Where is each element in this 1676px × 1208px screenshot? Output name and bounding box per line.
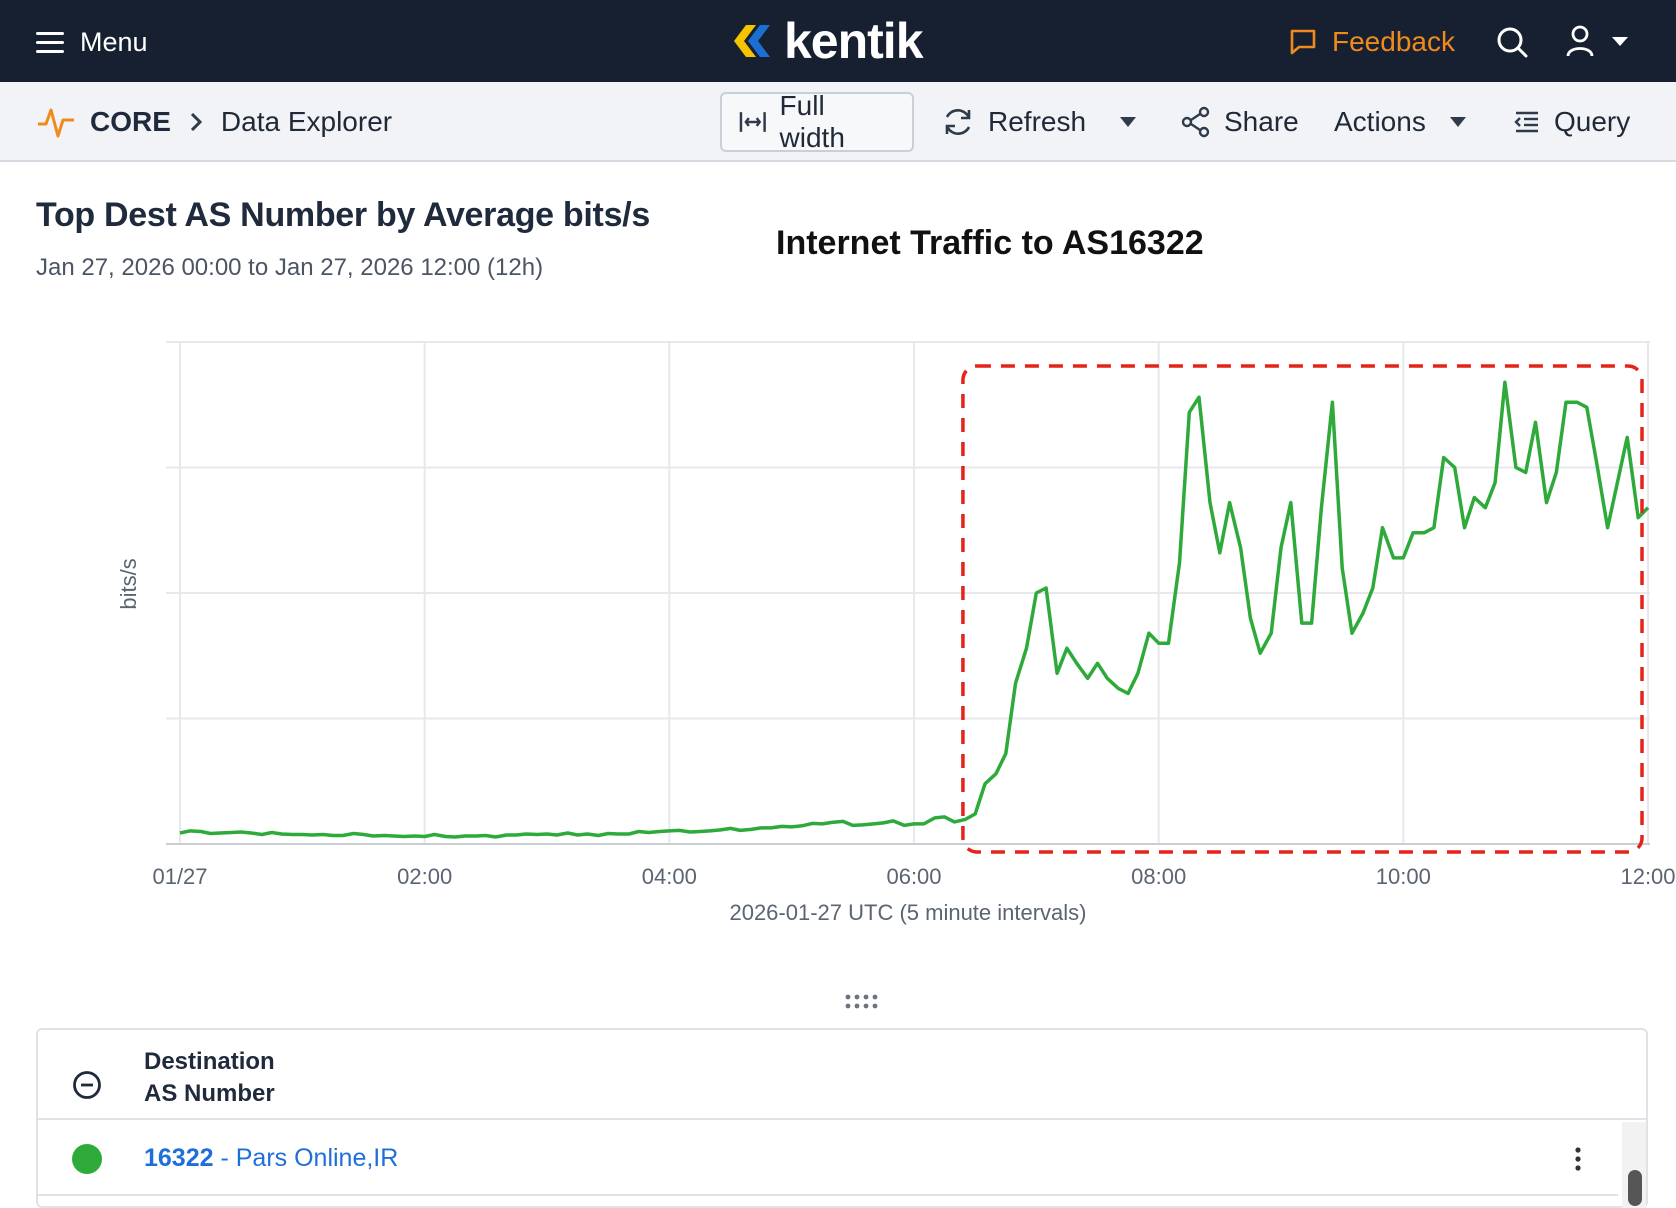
search-button[interactable]	[1492, 22, 1532, 62]
table-header: Destination AS Number	[38, 1030, 1646, 1120]
logo-text: kentik	[784, 13, 924, 69]
results-table: Destination AS Number 16322 - Pars Onlin…	[36, 1028, 1648, 1208]
x-tick-label: 04:00	[642, 864, 697, 889]
top-navigation-bar: Menu kentik Feedback	[0, 0, 1676, 82]
table-scrollbar-thumb[interactable]	[1628, 1170, 1642, 1206]
series-color-dot	[72, 1144, 102, 1174]
feedback-label: Feedback	[1332, 26, 1455, 57]
x-axis-label: 2026-01-27 UTC (5 minute intervals)	[729, 900, 1086, 925]
collapse-all-icon[interactable]	[72, 1070, 102, 1100]
traffic-line-chart[interactable]: 01/27 02:00 04:00 06:00 08:00 10:00 12:00 bits…	[0, 300, 1676, 940]
feedback-button[interactable]: Feedback	[1288, 22, 1455, 62]
as-name: Pars Online,IR	[235, 1144, 399, 1172]
as-number: 16322	[144, 1144, 214, 1172]
as-link[interactable]: 16322 - Pars Online,IR	[144, 1144, 398, 1173]
hamburger-icon	[36, 31, 64, 53]
table-row[interactable]: 16322 - Pars Online,IR	[38, 1122, 1618, 1196]
full-width-button[interactable]: Full width	[720, 90, 914, 153]
refresh-label: Refresh	[988, 106, 1087, 137]
page-toolbar: CORE Data Explorer Full width Refresh	[0, 82, 1676, 162]
actions-dropdown[interactable]: Actions	[1334, 92, 1466, 152]
column-header-line1: Destination	[144, 1048, 275, 1075]
series-line-as16322[interactable]	[179, 380, 1650, 839]
column-header-line2: AS Number	[144, 1080, 275, 1107]
row-more-options-icon[interactable]	[1568, 1144, 1588, 1174]
x-tick-label: 02:00	[397, 864, 452, 889]
actions-label: Actions	[1334, 106, 1426, 137]
menu-label: Menu	[80, 26, 148, 57]
time-range: Jan 27, 2026 00:00 to Jan 27, 2026 12:00…	[36, 254, 544, 281]
page-title: Top Dest AS Number by Average bits/s	[36, 196, 650, 234]
x-tick-label: 08:00	[1131, 864, 1186, 889]
breadcrumb: CORE Data Explorer	[36, 102, 392, 142]
breadcrumb-section[interactable]: CORE	[90, 106, 171, 137]
as-separator: -	[213, 1144, 236, 1172]
share-button[interactable]: Share	[1180, 92, 1299, 152]
caret-down-icon	[1449, 117, 1466, 127]
highlight-box	[961, 364, 1644, 854]
chart-grid	[166, 341, 1650, 845]
refresh-options-dropdown[interactable]	[1120, 92, 1136, 152]
x-tick-label: 06:00	[886, 864, 941, 889]
user-icon	[1566, 25, 1628, 57]
resize-handle-icon[interactable]	[844, 992, 884, 1012]
search-icon	[1497, 27, 1528, 58]
query-list-icon	[1514, 111, 1538, 133]
y-axis-label: bits/s	[116, 558, 141, 609]
refresh-icon	[945, 108, 971, 136]
caret-down-icon	[1120, 117, 1136, 127]
x-tick-label: 12:00	[1620, 864, 1675, 889]
query-button[interactable]: Query	[1512, 92, 1630, 152]
share-label: Share	[1224, 106, 1299, 137]
kentik-logo-icon	[734, 25, 770, 57]
breadcrumb-page: Data Explorer	[220, 106, 393, 137]
pulse-icon	[38, 108, 74, 138]
x-tick-label: 10:00	[1376, 864, 1431, 889]
query-label: Query	[1554, 106, 1631, 137]
share-icon	[1181, 106, 1210, 138]
chat-bubble-icon	[1290, 29, 1316, 55]
x-tick-label: 01/27	[152, 864, 207, 889]
user-menu-button[interactable]	[1562, 22, 1632, 62]
kentik-logo[interactable]: kentik	[732, 13, 924, 69]
full-width-label: Full width	[779, 90, 845, 153]
column-header-destination-as[interactable]: Destination AS Number	[144, 1046, 275, 1110]
x-axis-ticks: 01/27 02:00 04:00 06:00 08:00 10:00 12:00	[152, 864, 1675, 889]
refresh-button[interactable]: Refresh	[940, 92, 1086, 152]
annotation-title: Internet Traffic to AS16322	[776, 224, 1204, 262]
chevron-right-icon	[190, 112, 203, 132]
expand-width-icon	[739, 112, 766, 132]
menu-button[interactable]: Menu	[36, 22, 148, 62]
